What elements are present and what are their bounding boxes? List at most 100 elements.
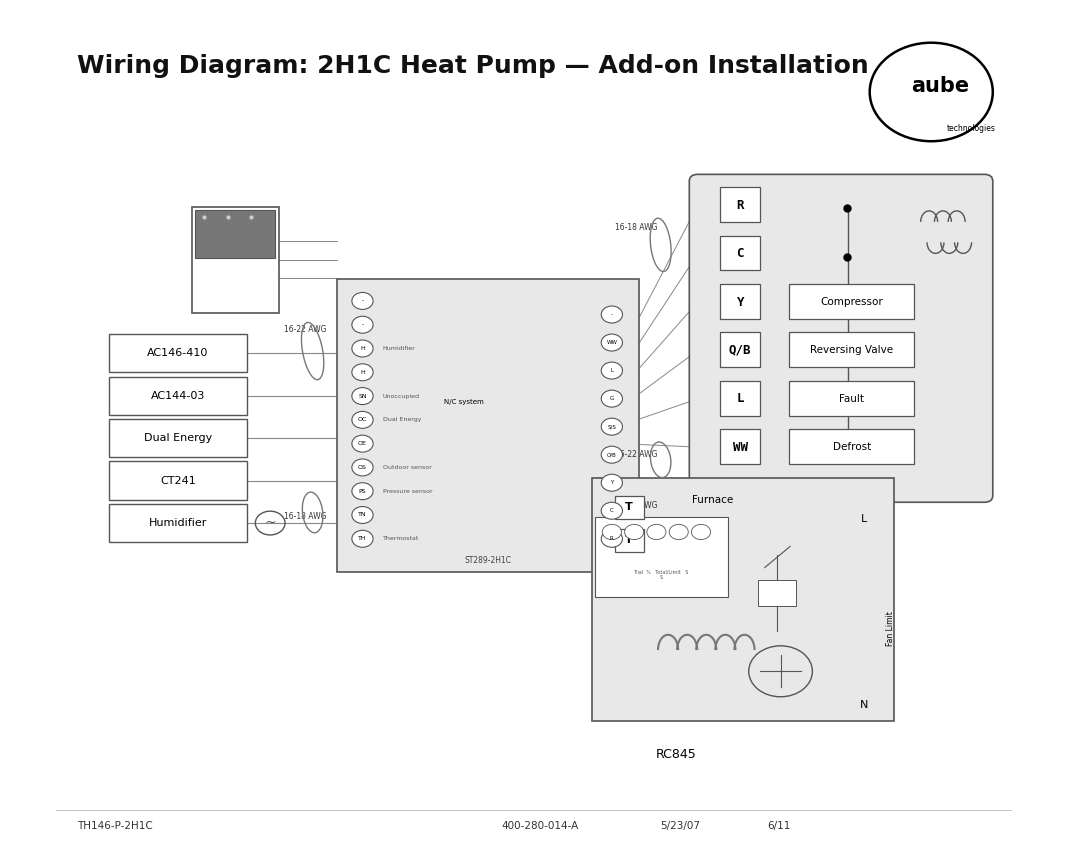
Text: H: H: [360, 346, 365, 351]
Text: Y: Y: [610, 481, 613, 486]
Circle shape: [352, 411, 373, 428]
Text: L: L: [861, 514, 867, 524]
Text: SN: SN: [359, 393, 367, 398]
Circle shape: [352, 506, 373, 523]
Text: OC: OC: [357, 417, 367, 422]
Text: TH: TH: [359, 536, 367, 541]
Text: -: -: [611, 312, 612, 317]
Bar: [789, 429, 915, 464]
Text: 16-22 AWG: 16-22 AWG: [284, 325, 326, 334]
Text: C: C: [610, 508, 613, 513]
Text: T: T: [625, 503, 633, 512]
Text: 6/11: 6/11: [767, 821, 791, 831]
Text: OS: OS: [359, 465, 367, 470]
Bar: [337, 279, 639, 572]
Bar: [109, 462, 247, 499]
Bar: [720, 429, 760, 464]
Bar: [720, 284, 760, 319]
Text: OE: OE: [359, 441, 367, 446]
Text: ~: ~: [265, 516, 276, 530]
Text: R: R: [737, 199, 744, 212]
Circle shape: [352, 483, 373, 499]
Circle shape: [602, 306, 622, 323]
Bar: [592, 479, 894, 721]
Circle shape: [603, 524, 621, 540]
Text: AC146-410: AC146-410: [147, 348, 208, 358]
Text: aube: aube: [910, 76, 969, 96]
Bar: [191, 207, 279, 313]
Text: Pressure sensor: Pressure sensor: [382, 489, 432, 493]
Text: H: H: [360, 369, 365, 374]
Circle shape: [602, 390, 622, 407]
Text: 16-22 AWG: 16-22 AWG: [615, 451, 658, 459]
Text: Q/B: Q/B: [729, 344, 752, 357]
Circle shape: [602, 334, 622, 351]
Text: CT241: CT241: [160, 475, 195, 486]
Bar: [109, 419, 247, 457]
Text: C: C: [737, 247, 744, 260]
Text: Wiring Diagram: 2H1C Heat Pump — Add-on Installation: Wiring Diagram: 2H1C Heat Pump — Add-on …: [77, 54, 868, 78]
Text: L: L: [610, 369, 613, 373]
Circle shape: [602, 530, 622, 547]
Text: Humidifier: Humidifier: [149, 518, 207, 528]
Text: O/B: O/B: [607, 452, 617, 457]
Text: Furnace: Furnace: [692, 495, 733, 504]
FancyBboxPatch shape: [689, 174, 993, 502]
Bar: [615, 496, 644, 519]
Text: Fault: Fault: [839, 394, 864, 404]
Text: Reversing Valve: Reversing Valve: [810, 345, 893, 356]
Text: 16-18 AWG: 16-18 AWG: [615, 501, 658, 510]
Text: 16-18 AWG: 16-18 AWG: [615, 223, 658, 233]
Text: Trial  %   Total/Limit   S
S: Trial % Total/Limit S S: [634, 569, 689, 581]
Bar: [720, 187, 760, 222]
Bar: [109, 504, 247, 542]
Circle shape: [352, 316, 373, 333]
Text: 400-280-014-A: 400-280-014-A: [501, 821, 579, 831]
Circle shape: [352, 292, 373, 310]
Circle shape: [602, 502, 622, 519]
Text: Thermostat: Thermostat: [382, 536, 419, 541]
Circle shape: [602, 418, 622, 435]
Bar: [758, 581, 796, 606]
Text: Fan Limit: Fan Limit: [886, 611, 894, 646]
Bar: [109, 334, 247, 372]
Text: TN: TN: [359, 512, 367, 517]
Text: T: T: [625, 534, 633, 545]
Bar: [789, 333, 915, 367]
Text: ST289-2H1C: ST289-2H1C: [464, 557, 512, 565]
Bar: [109, 376, 247, 415]
Circle shape: [624, 524, 644, 540]
Bar: [595, 516, 728, 598]
Text: R: R: [610, 536, 613, 541]
Text: Y: Y: [737, 296, 744, 309]
Bar: [789, 380, 915, 416]
Text: AC144-03: AC144-03: [151, 391, 205, 401]
Bar: [720, 333, 760, 367]
Text: TH146-P-2H1C: TH146-P-2H1C: [77, 821, 152, 831]
Bar: [194, 209, 275, 257]
Circle shape: [352, 530, 373, 547]
Bar: [720, 380, 760, 416]
Text: WW: WW: [732, 440, 747, 454]
Text: N: N: [860, 700, 868, 711]
Bar: [720, 236, 760, 270]
Circle shape: [352, 340, 373, 357]
Circle shape: [691, 524, 711, 540]
Bar: [615, 528, 644, 551]
Circle shape: [602, 475, 622, 492]
Text: PS: PS: [359, 489, 366, 493]
Text: 5/23/07: 5/23/07: [661, 821, 701, 831]
Text: Outdoor sensor: Outdoor sensor: [382, 465, 431, 470]
Text: Dual Energy: Dual Energy: [382, 417, 421, 422]
Circle shape: [352, 459, 373, 476]
Text: Dual Energy: Dual Energy: [144, 433, 212, 443]
Circle shape: [670, 524, 688, 540]
Text: S/S: S/S: [607, 424, 617, 429]
Circle shape: [352, 387, 373, 404]
Text: Humidifier: Humidifier: [382, 346, 416, 351]
Text: -: -: [362, 322, 364, 327]
Circle shape: [602, 363, 622, 379]
Text: technologies: technologies: [947, 124, 996, 133]
Circle shape: [602, 446, 622, 463]
Circle shape: [352, 435, 373, 452]
